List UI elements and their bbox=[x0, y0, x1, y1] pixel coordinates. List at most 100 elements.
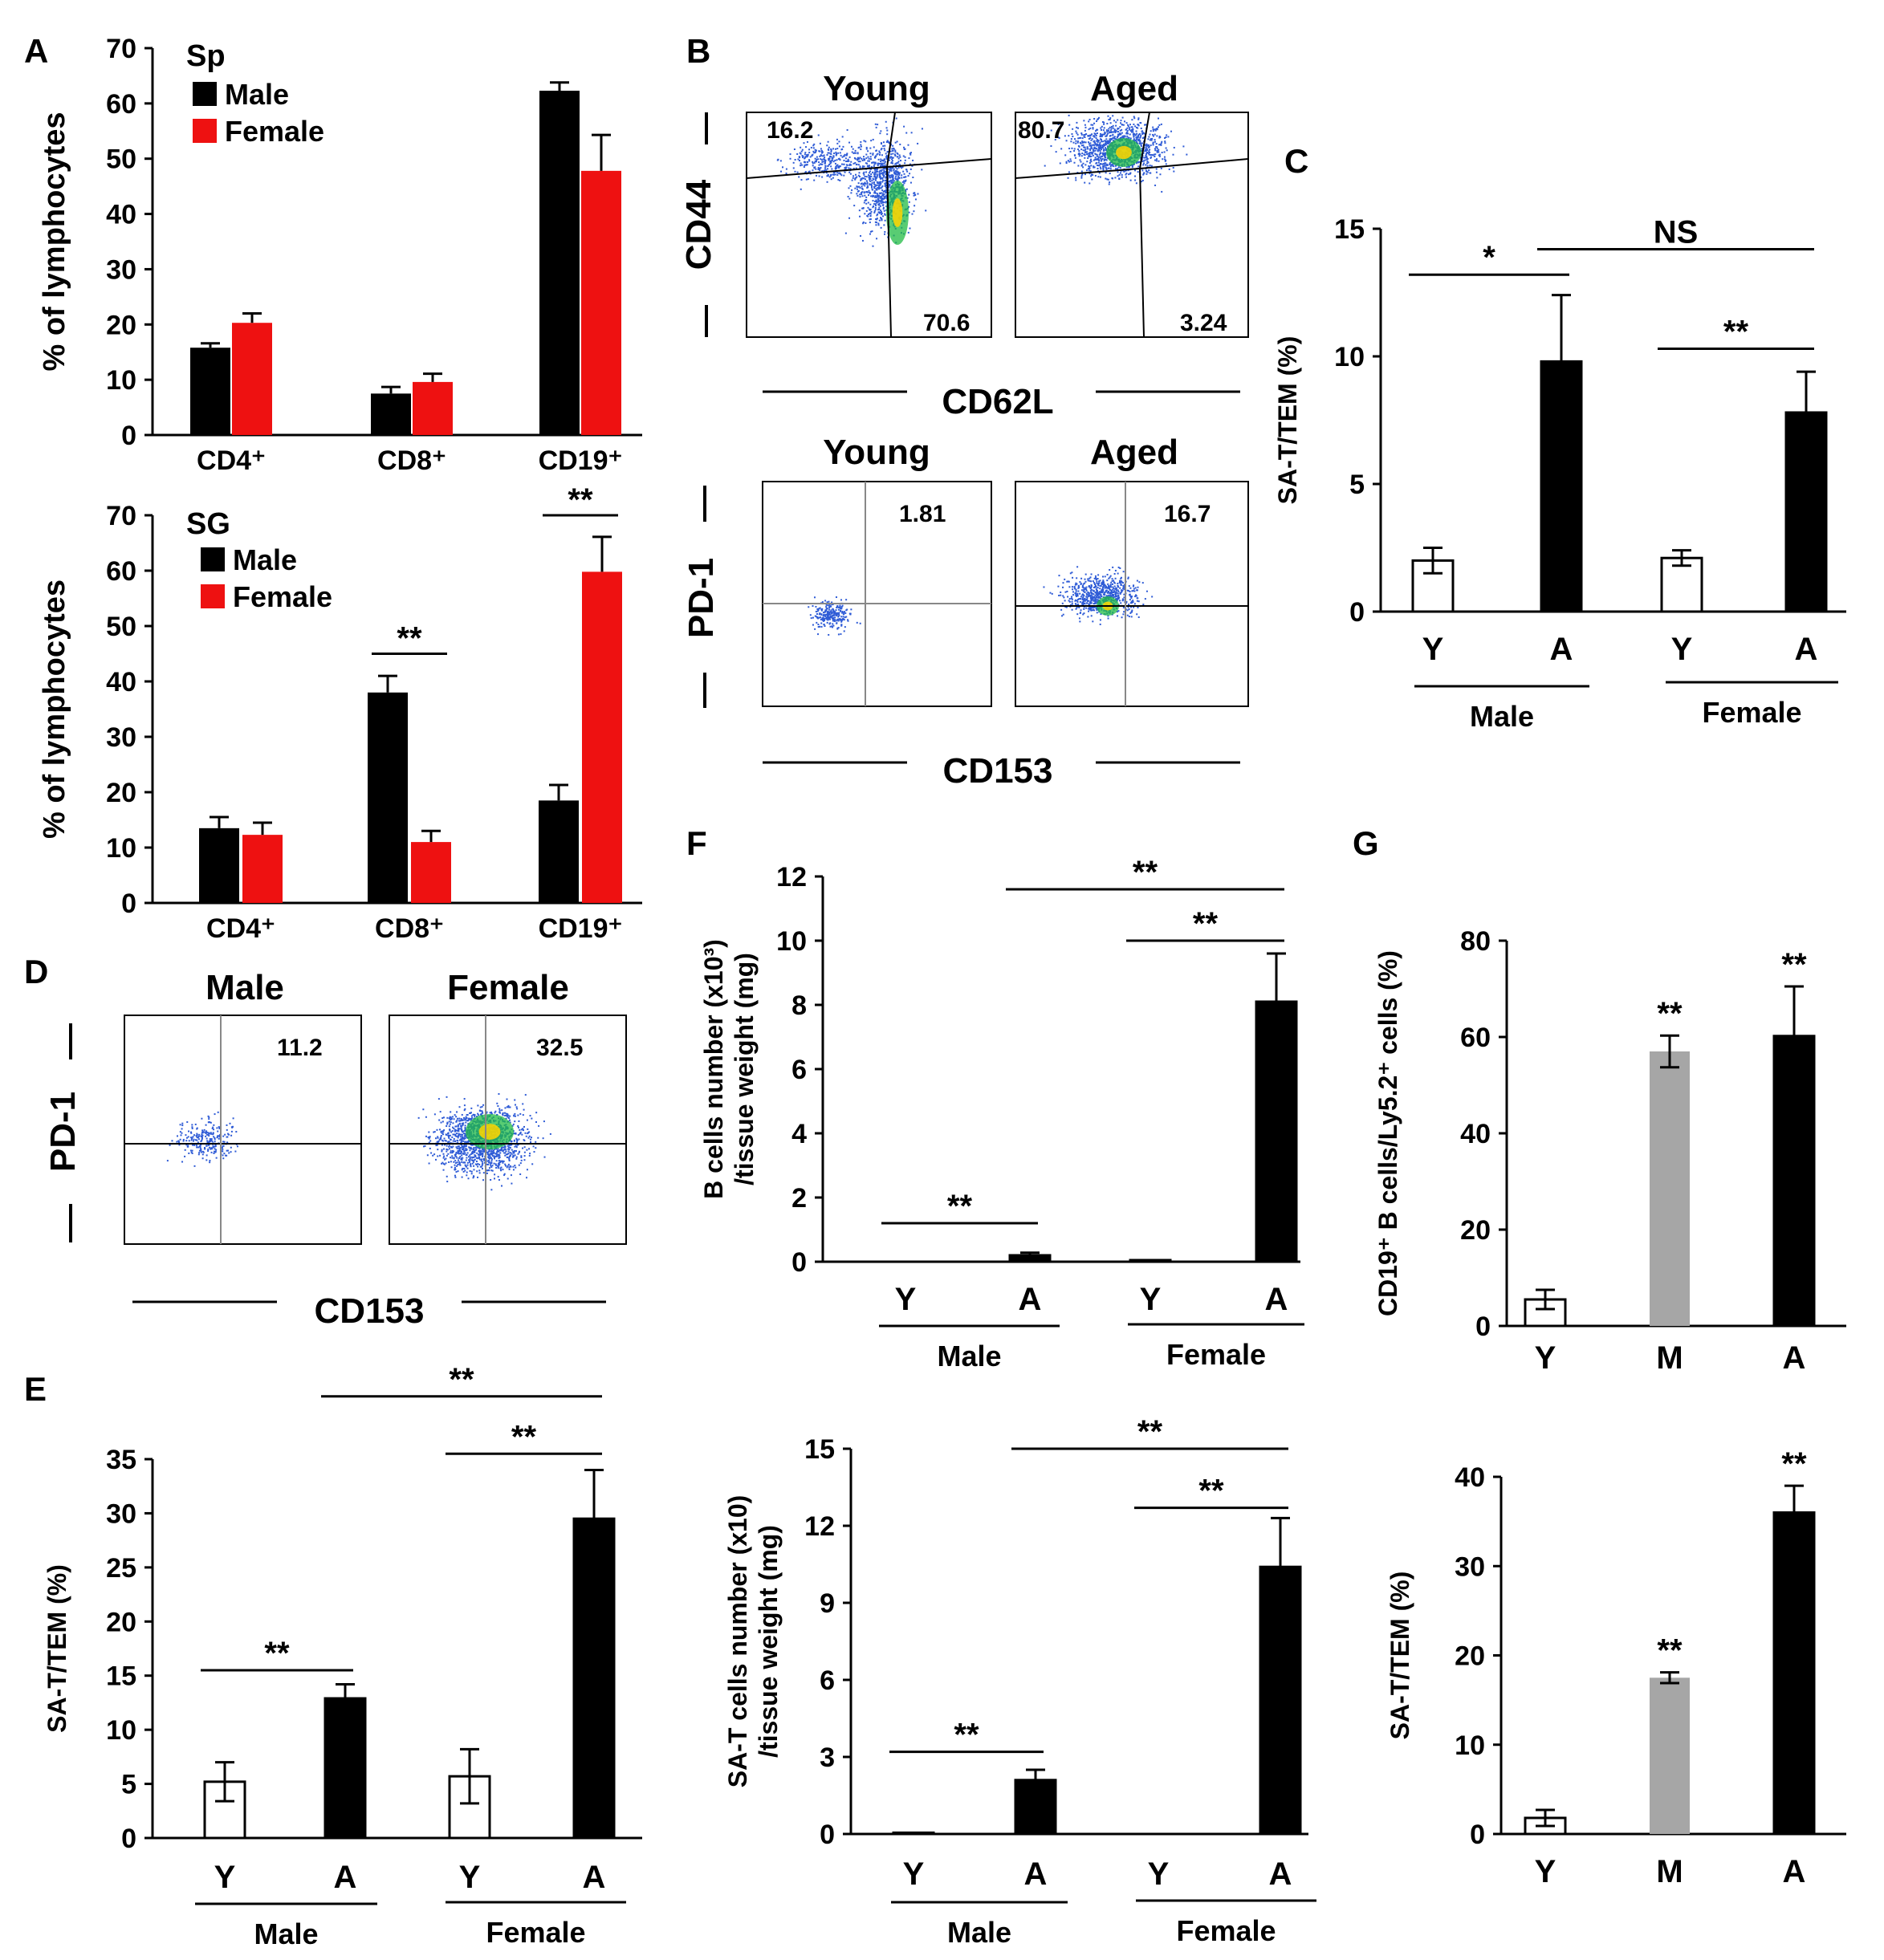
flow-dot bbox=[1119, 587, 1121, 589]
flow-dot bbox=[479, 1165, 482, 1168]
flow-dot bbox=[889, 181, 891, 183]
flow-dot bbox=[907, 231, 909, 234]
flow-dot bbox=[1101, 588, 1103, 591]
flow-dot bbox=[877, 194, 880, 197]
flow-dot bbox=[1098, 144, 1101, 146]
flow-dot bbox=[482, 1179, 484, 1181]
flow-dot bbox=[1076, 583, 1078, 585]
flow-dot bbox=[1108, 594, 1110, 596]
flow-dot bbox=[859, 176, 861, 178]
flow-dot bbox=[1092, 127, 1094, 129]
flow-dot bbox=[449, 1118, 451, 1120]
flow-dot bbox=[461, 1169, 463, 1171]
flow-dot bbox=[1101, 575, 1104, 578]
flow-dot bbox=[1075, 142, 1077, 144]
flow-dot bbox=[1158, 144, 1161, 146]
flow-dot bbox=[1082, 594, 1084, 596]
flow-dot bbox=[1132, 600, 1134, 602]
flow-dot bbox=[1103, 133, 1105, 136]
flow-dot bbox=[841, 148, 844, 150]
flow-dot bbox=[836, 142, 839, 144]
flow-dot bbox=[881, 201, 884, 204]
flow-dot bbox=[458, 1128, 461, 1130]
flow-dot bbox=[1096, 132, 1098, 135]
flow-dot bbox=[522, 1103, 524, 1105]
flow-dot bbox=[236, 1145, 238, 1148]
flow-dot bbox=[869, 230, 872, 233]
flow-dot bbox=[475, 1145, 478, 1148]
flow-dot bbox=[470, 1165, 472, 1168]
flow-dot bbox=[451, 1130, 454, 1132]
flow-dot bbox=[463, 1167, 466, 1169]
flow-dot bbox=[1102, 579, 1105, 582]
flow-dot bbox=[1109, 181, 1111, 184]
flow-dot bbox=[1109, 589, 1112, 592]
flow-dot bbox=[908, 157, 910, 160]
flow-dot bbox=[857, 152, 859, 155]
flow-dot bbox=[1089, 137, 1092, 140]
flow-dot bbox=[1094, 174, 1097, 177]
flow-dot bbox=[869, 213, 872, 215]
flow-dot bbox=[884, 182, 886, 185]
flow-dot bbox=[520, 1159, 523, 1161]
flow-dot bbox=[828, 146, 830, 148]
flow-dot bbox=[844, 167, 847, 169]
flow-dot bbox=[499, 1112, 502, 1114]
flow-dot bbox=[498, 1159, 500, 1161]
flow-dot bbox=[1078, 155, 1080, 157]
flow-dot bbox=[1096, 120, 1098, 122]
flow-dot bbox=[1095, 596, 1097, 598]
flow-dot bbox=[470, 1164, 472, 1166]
flow-dot bbox=[1145, 148, 1148, 150]
flow-dot bbox=[868, 160, 870, 162]
panel-letter-c: C bbox=[1284, 142, 1308, 180]
flow-dot bbox=[1119, 579, 1121, 582]
flow-dot bbox=[877, 182, 879, 185]
flow-dot bbox=[1087, 135, 1089, 137]
flow-dot bbox=[182, 1140, 185, 1142]
flow-dot bbox=[1097, 141, 1099, 144]
flow-dot bbox=[478, 1148, 481, 1150]
flow-dot bbox=[514, 1099, 516, 1101]
flow-dot bbox=[489, 1112, 491, 1114]
flow-dot bbox=[1089, 148, 1092, 150]
flow-dot bbox=[828, 176, 831, 178]
flow-dot bbox=[810, 146, 812, 148]
flow-dot bbox=[825, 172, 828, 174]
flow-dot bbox=[500, 1169, 503, 1172]
flow-b-bottom-title-young: Young bbox=[823, 433, 930, 472]
flow-dot bbox=[488, 1150, 490, 1153]
flow-dot bbox=[840, 154, 842, 157]
flow-dot bbox=[1156, 149, 1158, 152]
flow-dot bbox=[223, 1141, 226, 1143]
flow-dot bbox=[875, 205, 877, 207]
flow-dot bbox=[506, 1106, 508, 1108]
flow-dot bbox=[1075, 595, 1077, 597]
flow-dot bbox=[1084, 149, 1086, 152]
flow-dot bbox=[496, 1149, 498, 1152]
flow-dot bbox=[881, 177, 884, 180]
flow-dot bbox=[519, 1128, 521, 1131]
flow-dot bbox=[180, 1134, 182, 1137]
flow-dot bbox=[850, 164, 852, 166]
flow-dot bbox=[509, 1121, 511, 1124]
flow-dot bbox=[838, 166, 840, 169]
flow-dot bbox=[1145, 149, 1147, 152]
flow-dot bbox=[847, 158, 849, 161]
flow-dot bbox=[895, 178, 897, 181]
flow-dot bbox=[789, 153, 791, 156]
flow-dot bbox=[844, 616, 846, 619]
flow-dot bbox=[453, 1128, 455, 1130]
flow-dot bbox=[873, 185, 875, 188]
flow-dot bbox=[877, 222, 880, 225]
flow-b-top-young-q2: 70.6 bbox=[923, 310, 970, 336]
flow-dot bbox=[1107, 617, 1109, 620]
flow-dot bbox=[826, 154, 828, 157]
flow-dot bbox=[1091, 609, 1093, 612]
flow-dot bbox=[860, 179, 862, 181]
flow-dot bbox=[816, 621, 818, 624]
flow-dot bbox=[801, 164, 804, 166]
flow-dot bbox=[450, 1131, 453, 1133]
flow-dot bbox=[861, 159, 864, 161]
flow-dot bbox=[1160, 167, 1162, 169]
